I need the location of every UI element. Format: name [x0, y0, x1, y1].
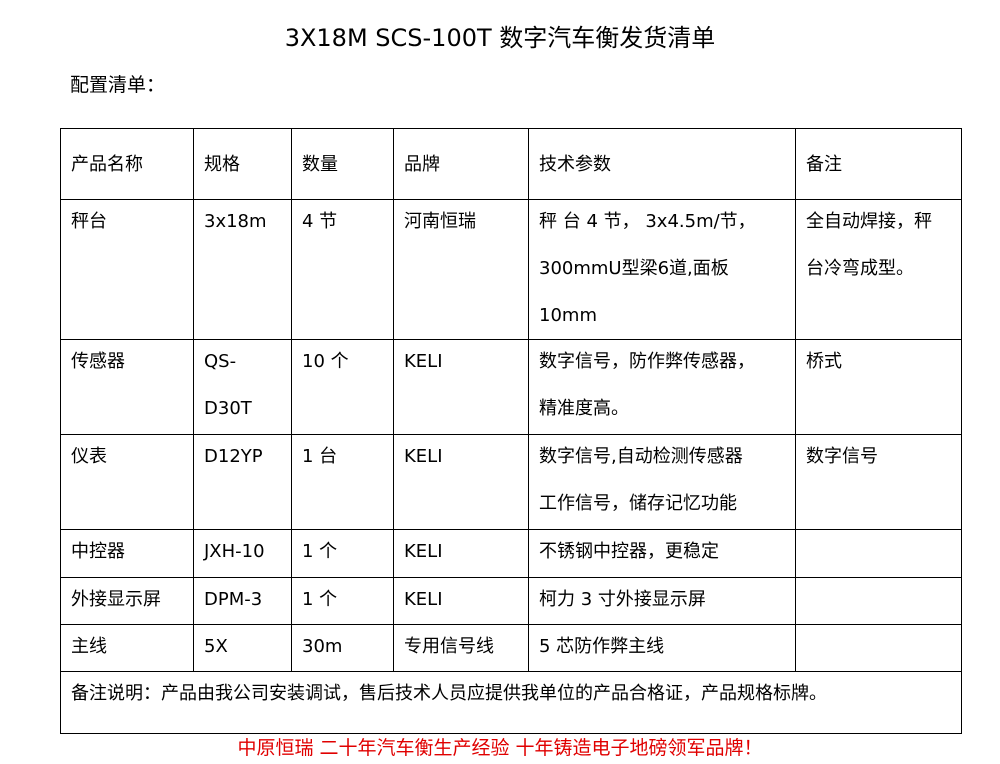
brand-cell: KELI — [393, 434, 529, 530]
tech-params-cell: 数字信号，防作弊传感器， 精准度高。 — [528, 339, 796, 435]
table-row: 中控器 JXH-10 1 个 KELI 不锈钢中控器，更稳定 — [60, 529, 962, 578]
tech-params-cell: 不锈钢中控器，更稳定 — [528, 529, 796, 578]
tech-params-cell-line: 不锈钢中控器，更稳定 — [539, 541, 719, 562]
spec-cell: D12YP — [193, 434, 292, 530]
product-name-cell: 仪表 — [60, 434, 194, 530]
spec-cell: DPM-3 — [193, 577, 292, 625]
quantity-cell: 1 个 — [291, 577, 394, 625]
note-cell-line: 全自动焊接，秤 — [806, 211, 932, 232]
product-name-cell-text: 仪表 — [71, 446, 107, 467]
brand-cell-text: KELI — [404, 351, 443, 372]
spec-cell-text: D12YP — [204, 446, 263, 467]
brand-cell-text: KELI — [404, 589, 443, 610]
quantity-cell-text: 1 台 — [302, 446, 338, 467]
remark-text: 备注说明：产品由我公司安装调试，售后技术人员应提供我单位的产品合格证，产品规格标… — [71, 683, 827, 704]
spec-cell: 5X — [193, 624, 292, 672]
document-title: 3X18M SCS-100T 数字汽车衡发货清单 — [284, 24, 716, 52]
header-cell: 数量 — [291, 128, 394, 200]
quantity-cell-text: 30m — [302, 636, 343, 657]
quantity-cell-text: 10 个 — [302, 351, 349, 372]
brand-cell: 专用信号线 — [393, 624, 529, 672]
quantity-cell: 30m — [291, 624, 394, 672]
table-row: 外接显示屏 DPM-3 1 个 KELI 柯力 3 寸外接显示屏 — [60, 577, 962, 625]
header-cell: 技术参数 — [528, 128, 796, 200]
quantity-cell: 1 台 — [291, 434, 394, 530]
header-cell: 产品名称 — [60, 128, 194, 200]
note-cell-line: 数字信号 — [806, 446, 878, 467]
product-name-cell-text: 主线 — [71, 636, 107, 657]
product-name-cell: 秤台 — [60, 199, 194, 340]
spec-cell-text: JXH-10 — [204, 541, 265, 562]
note-cell — [795, 624, 962, 672]
note-cell — [795, 577, 962, 625]
quantity-cell: 10 个 — [291, 339, 394, 435]
product-name-cell: 传感器 — [60, 339, 194, 435]
note-cell — [795, 529, 962, 578]
product-name-cell: 中控器 — [60, 529, 194, 578]
header-cell: 品牌 — [393, 128, 529, 200]
brand-cell-text: KELI — [404, 541, 443, 562]
product-name-cell: 外接显示屏 — [60, 577, 194, 625]
spec-cell-text: DPM-3 — [204, 589, 263, 610]
spec-cell-text: QS-D30T — [204, 351, 252, 419]
note-cell-line: 桥式 — [806, 351, 842, 372]
brand-cell: KELI — [393, 339, 529, 435]
tech-params-cell: 5 芯防作弊主线 — [528, 624, 796, 672]
spec-cell: 3x18m — [193, 199, 292, 340]
product-name-cell-text: 中控器 — [71, 541, 125, 562]
config-list-label: 配置清单： — [70, 74, 166, 96]
quantity-cell: 1 个 — [291, 529, 394, 578]
header-cell: 备注 — [795, 128, 962, 200]
brand-cell: KELI — [393, 577, 529, 625]
tech-params-cell: 数字信号,自动检测传感器 工作信号，储存记忆功能 — [528, 434, 796, 530]
shipping-list-table: 产品名称 规格 数量 品牌 技术参数 备注 秤台 3x18m 4 节 河南恒瑞 秤 台 … — [60, 128, 962, 734]
spec-cell: JXH-10 — [193, 529, 292, 578]
product-name-cell: 主线 — [60, 624, 194, 672]
brand-cell-text: 专用信号线 — [404, 636, 494, 657]
quantity-cell-text: 1 个 — [302, 589, 338, 610]
tech-params-cell-line: 数字信号，防作弊传感器， — [539, 351, 755, 372]
tech-params-cell-line: 300mmU型梁6道,面板10mm — [539, 258, 729, 326]
header-cell: 规格 — [193, 128, 292, 200]
spec-cell-text: 3x18m — [204, 211, 267, 232]
note-cell: 全自动焊接，秤 台冷弯成型。 — [795, 199, 962, 340]
spec-cell-text: 5X — [204, 636, 228, 657]
quantity-cell-text: 1 个 — [302, 541, 338, 562]
table-row: 传感器 QS-D30T 10 个 KELI 数字信号，防作弊传感器， 精准度高。 桥式 — [60, 339, 962, 435]
table-row: 秤台 3x18m 4 节 河南恒瑞 秤 台 4 节， 3x4.5m/节， 300mmU型梁… — [60, 199, 962, 340]
product-name-cell-text: 秤台 — [71, 211, 107, 232]
tech-params-cell-line: 柯力 3 寸外接显示屏 — [539, 589, 706, 610]
table-row: 仪表 D12YP 1 台 KELI 数字信号,自动检测传感器 工作信号，储存记忆功能 数字信… — [60, 434, 962, 530]
brand-cell-text: 河南恒瑞 — [404, 211, 476, 232]
brand-cell: 河南恒瑞 — [393, 199, 529, 340]
note-cell: 桥式 — [795, 339, 962, 435]
tech-params-cell: 秤 台 4 节， 3x4.5m/节， 300mmU型梁6道,面板10mm — [528, 199, 796, 340]
product-name-cell-text: 传感器 — [71, 351, 125, 372]
brand-cell: KELI — [393, 529, 529, 578]
quantity-cell-text: 4 节 — [302, 211, 338, 232]
tech-params-cell-line: 数字信号,自动检测传感器 — [539, 446, 743, 467]
table-header-row: 产品名称 规格 数量 品牌 技术参数 备注 — [60, 128, 962, 200]
note-cell: 数字信号 — [795, 434, 962, 530]
product-name-cell-text: 外接显示屏 — [71, 589, 161, 610]
remark-cell: 备注说明：产品由我公司安装调试，售后技术人员应提供我单位的产品合格证，产品规格标… — [60, 671, 962, 734]
remark-row: 备注说明：产品由我公司安装调试，售后技术人员应提供我单位的产品合格证，产品规格标… — [60, 671, 962, 734]
brand-cell-text: KELI — [404, 446, 443, 467]
tech-params-cell-line: 5 芯防作弊主线 — [539, 636, 665, 657]
tech-params-cell-line: 精准度高。 — [539, 398, 629, 419]
tech-params-cell: 柯力 3 寸外接显示屏 — [528, 577, 796, 625]
spec-cell: QS-D30T — [193, 339, 292, 435]
company-slogan: 中原恒瑞 二十年汽车衡生产经验 十年铸造电子地磅领军品牌！ — [237, 737, 763, 759]
tech-params-cell-line: 秤 台 4 节， 3x4.5m/节， — [539, 211, 756, 232]
quantity-cell: 4 节 — [291, 199, 394, 340]
table-row: 主线 5X 30m 专用信号线 5 芯防作弊主线 — [60, 624, 962, 672]
note-cell-line: 台冷弯成型。 — [806, 258, 914, 279]
tech-params-cell-line: 工作信号，储存记忆功能 — [539, 493, 737, 514]
